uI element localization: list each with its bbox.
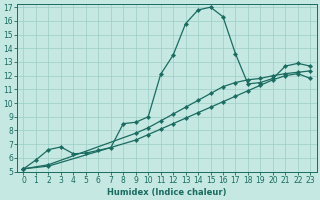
X-axis label: Humidex (Indice chaleur): Humidex (Indice chaleur): [107, 188, 227, 197]
